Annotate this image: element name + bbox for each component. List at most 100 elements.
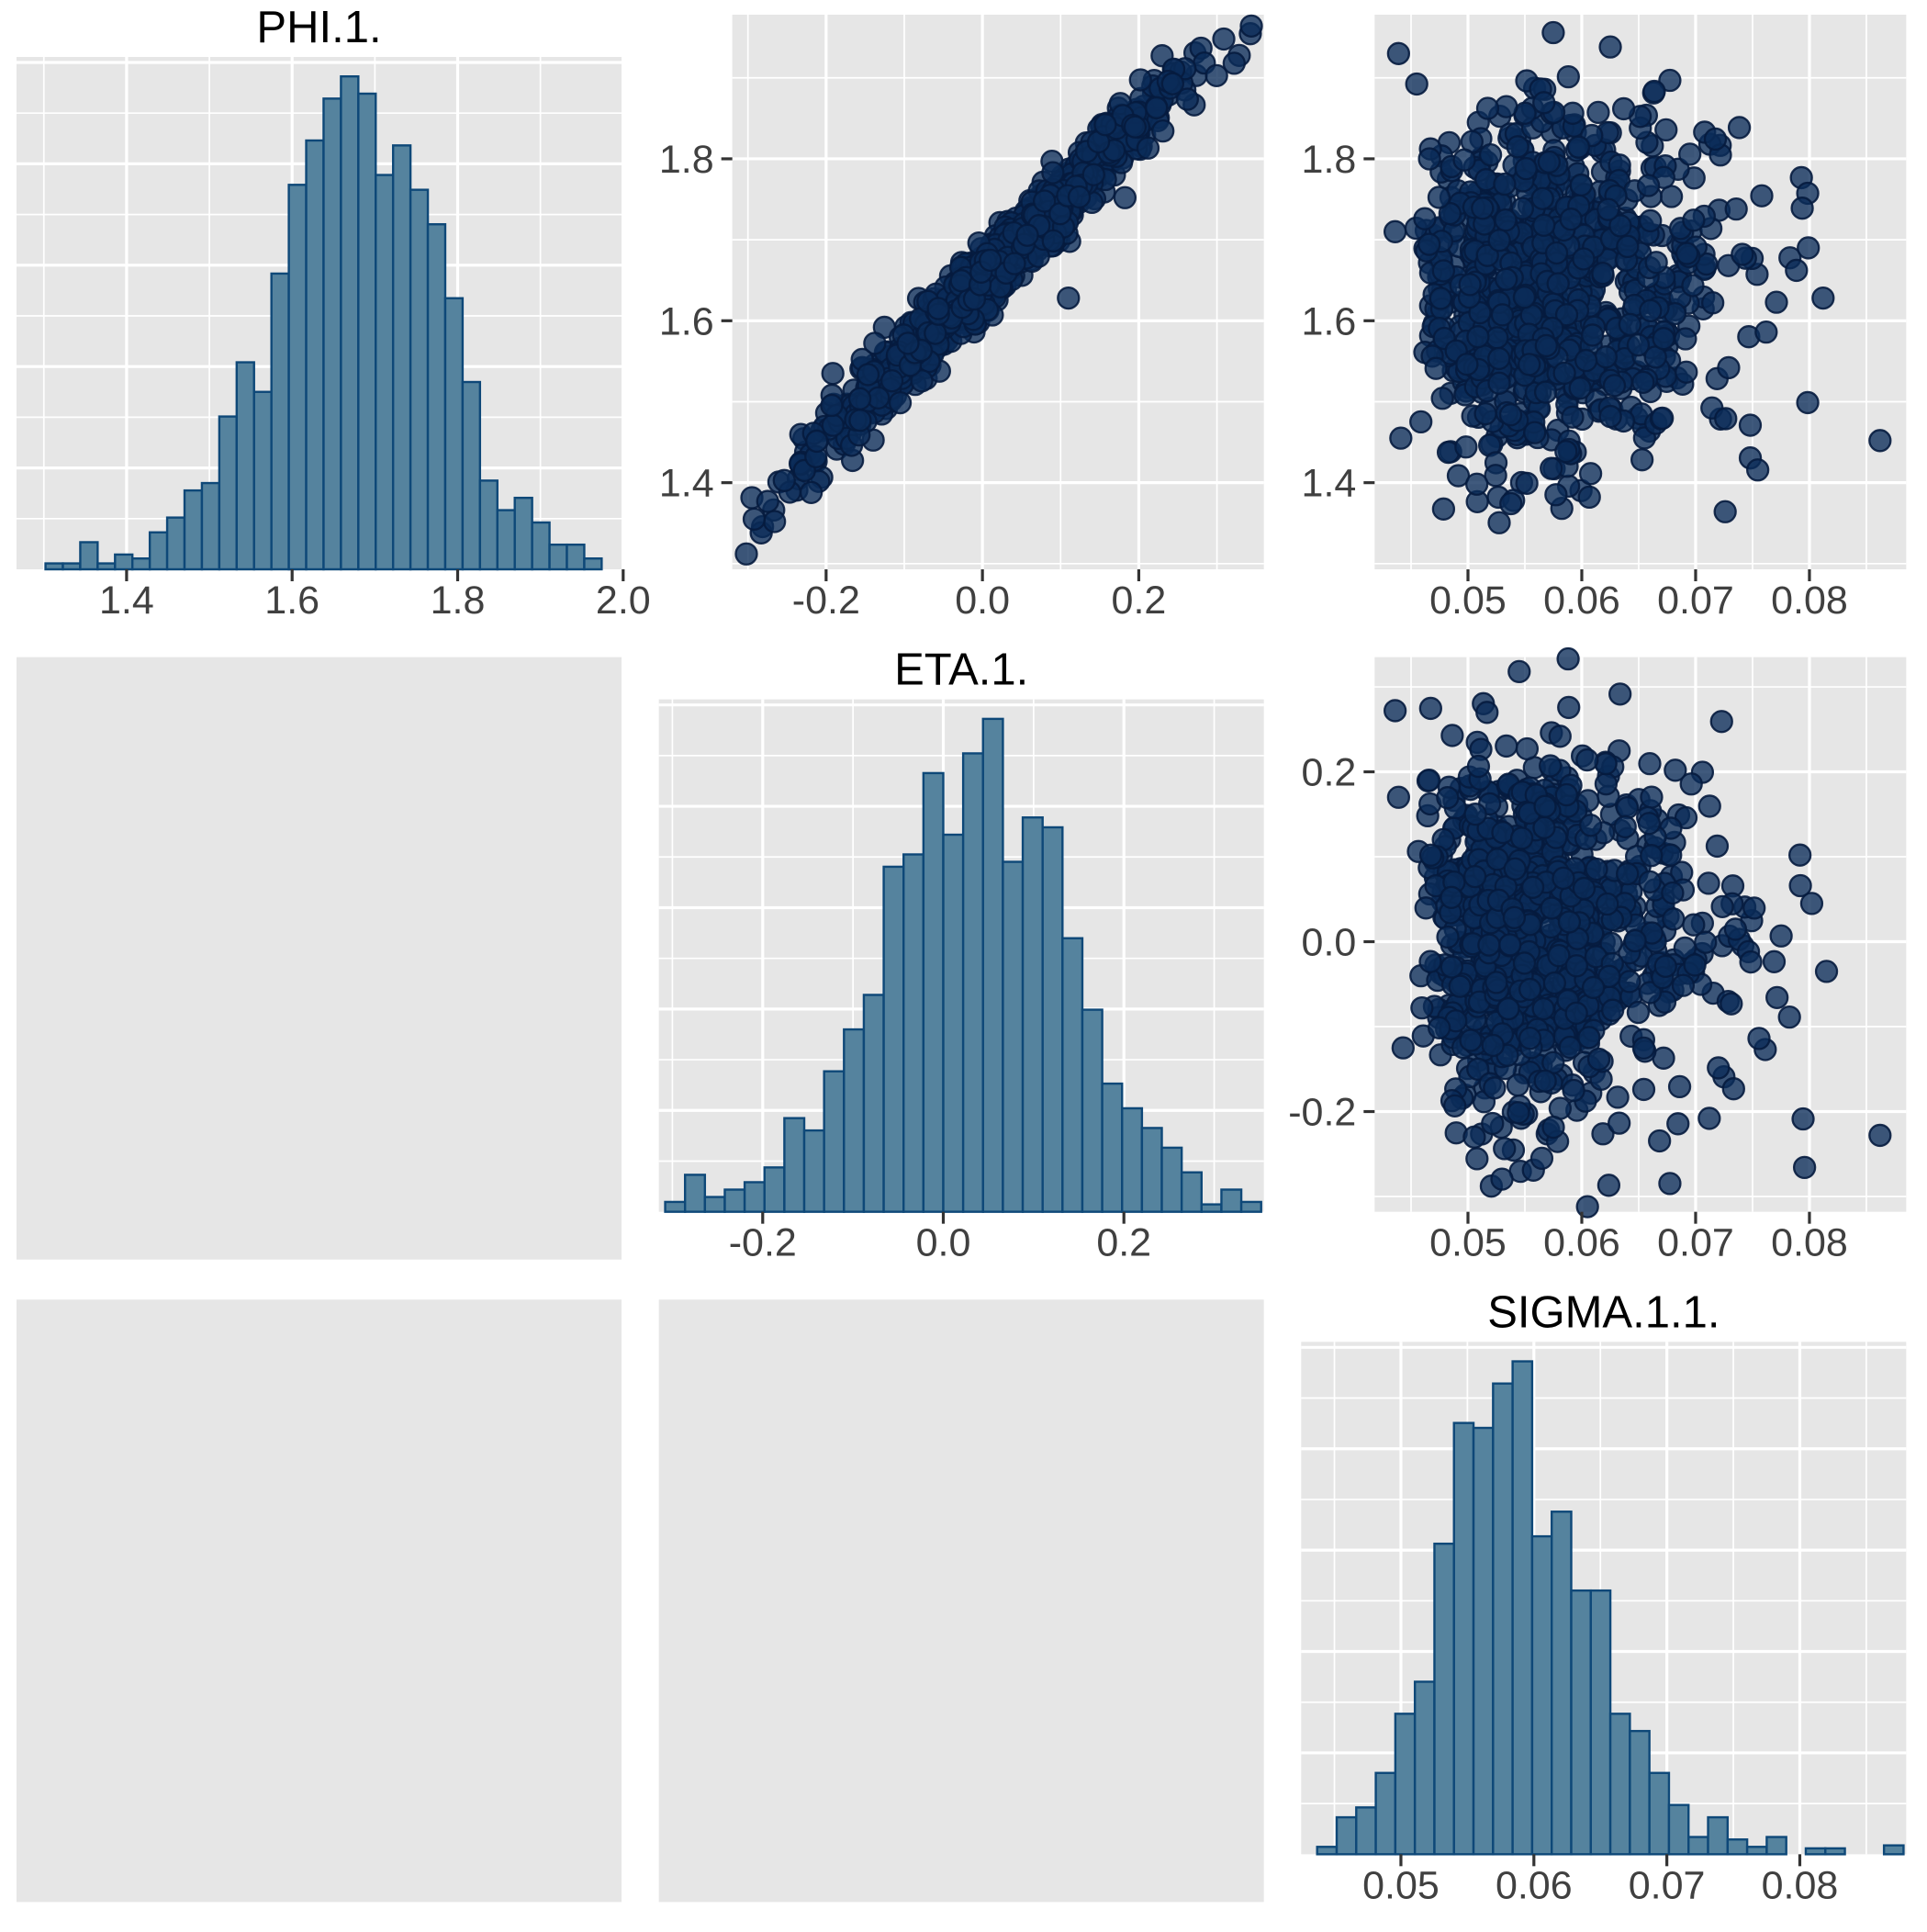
scatter-point [1638, 870, 1662, 893]
hist-bar [703, 1196, 726, 1213]
scatter-point [1586, 1047, 1611, 1072]
hist-bar [961, 752, 984, 1213]
scatter-point [1530, 186, 1554, 210]
scatter-point [1537, 150, 1562, 174]
panel-eta_phi_scatter: 1.4 1.6 1.8 -0.2 0.0 0.2 [659, 14, 1264, 623]
scatter-point [1666, 1112, 1690, 1136]
scatter-point [1520, 875, 1545, 899]
scatter-point [1455, 353, 1479, 376]
scatter-point [1496, 996, 1520, 1021]
scatter-point [1615, 795, 1640, 820]
scatter-point [1750, 184, 1774, 208]
scatter-point [1640, 785, 1664, 809]
scatter-point [1659, 843, 1683, 867]
scatter-point [1454, 435, 1478, 459]
scatter-point [1081, 163, 1105, 186]
scatter-point [1436, 786, 1460, 810]
scatter-point [1541, 20, 1565, 45]
scatter-point [1424, 356, 1448, 380]
scatter-point [1564, 954, 1588, 978]
scatter-point [1540, 896, 1563, 920]
scatter-point [1591, 1122, 1615, 1146]
scatter-point [1575, 1195, 1599, 1219]
scatter-point [1151, 119, 1175, 143]
scatter-point [1569, 173, 1593, 197]
scatter-point [1503, 857, 1527, 881]
scatter-point [1618, 970, 1641, 994]
scatter-point [1418, 843, 1443, 867]
scatter-point [1484, 464, 1507, 488]
scatter-point [1440, 885, 1463, 909]
scatter-point [1580, 323, 1605, 347]
scatter-point [821, 413, 845, 437]
hist-bar [1002, 860, 1025, 1213]
hist-bar [218, 415, 239, 571]
scatter-point [1542, 971, 1567, 995]
hist-bar [1200, 1203, 1223, 1213]
scatter-point [1498, 403, 1523, 427]
scatter-point [1484, 971, 1508, 994]
scatter-point [1739, 949, 1763, 974]
scatter-point [1533, 1069, 1557, 1093]
x-tick-label: 0.07 [1657, 578, 1734, 623]
hist-bar [183, 489, 204, 571]
hist-bar [1472, 1426, 1495, 1856]
x-tick-label: 0.08 [1771, 1221, 1848, 1265]
scatter-point [1466, 754, 1491, 779]
scatter-point [1797, 236, 1821, 260]
scatter-point [926, 297, 950, 320]
scatter-point [1720, 992, 1743, 1016]
scatter-point [1596, 892, 1619, 916]
scatter-point [1160, 72, 1184, 95]
scatter-point [1495, 734, 1518, 758]
scatter-point [1515, 736, 1540, 761]
hist-bar [1570, 1589, 1592, 1856]
scatter-point [1539, 754, 1563, 778]
scatter-point [1556, 646, 1580, 671]
hist-bar [862, 994, 885, 1213]
scatter-point [1574, 348, 1598, 373]
scatter-point [1475, 701, 1499, 724]
hist-bar [443, 297, 465, 571]
scatter-point [1502, 905, 1527, 929]
hist-bar [823, 1070, 846, 1213]
scatter-point [1745, 458, 1770, 482]
hist-bar [409, 188, 430, 571]
scatter-point [1533, 794, 1557, 818]
empty-panel [17, 1299, 622, 1903]
hist-bar [496, 509, 516, 571]
scatter-point [1556, 64, 1580, 89]
scatter-point [1532, 91, 1556, 115]
scatter-point [979, 248, 1003, 272]
scatter-point [1811, 286, 1835, 310]
scatter-point [1651, 406, 1675, 431]
scatter-point [1558, 1035, 1582, 1060]
hist-bar [1121, 1106, 1144, 1213]
hist-bar [270, 272, 290, 571]
scatter-point [1554, 303, 1579, 327]
hist-bar [1140, 1127, 1163, 1213]
y-tick-label: 1.8 [1302, 138, 1357, 182]
x-tick-label: 0.06 [1496, 1863, 1573, 1907]
hist-bar [426, 223, 447, 571]
scatter-point [1462, 864, 1487, 889]
scatter-point [1458, 273, 1482, 297]
scatter-point [1616, 861, 1640, 886]
hist-bar [783, 1117, 806, 1213]
scatter-point [1123, 115, 1148, 139]
scatter-point [1518, 353, 1541, 376]
hist-bar [114, 553, 134, 571]
hist-bar [743, 1181, 766, 1213]
scatter-point [1384, 699, 1407, 723]
scatter-point [1557, 695, 1581, 720]
scatter-point [1212, 27, 1236, 51]
scatter-point [1175, 87, 1200, 111]
panel-title: PHI.1. [256, 3, 381, 52]
scatter-point [1572, 247, 1596, 271]
scatter-point [1701, 291, 1725, 315]
scatter-point [1596, 1174, 1621, 1197]
scatter-point [1636, 174, 1661, 197]
scatter-point [1498, 933, 1522, 957]
hist-bar [1394, 1713, 1417, 1856]
scatter-point [1652, 327, 1675, 351]
